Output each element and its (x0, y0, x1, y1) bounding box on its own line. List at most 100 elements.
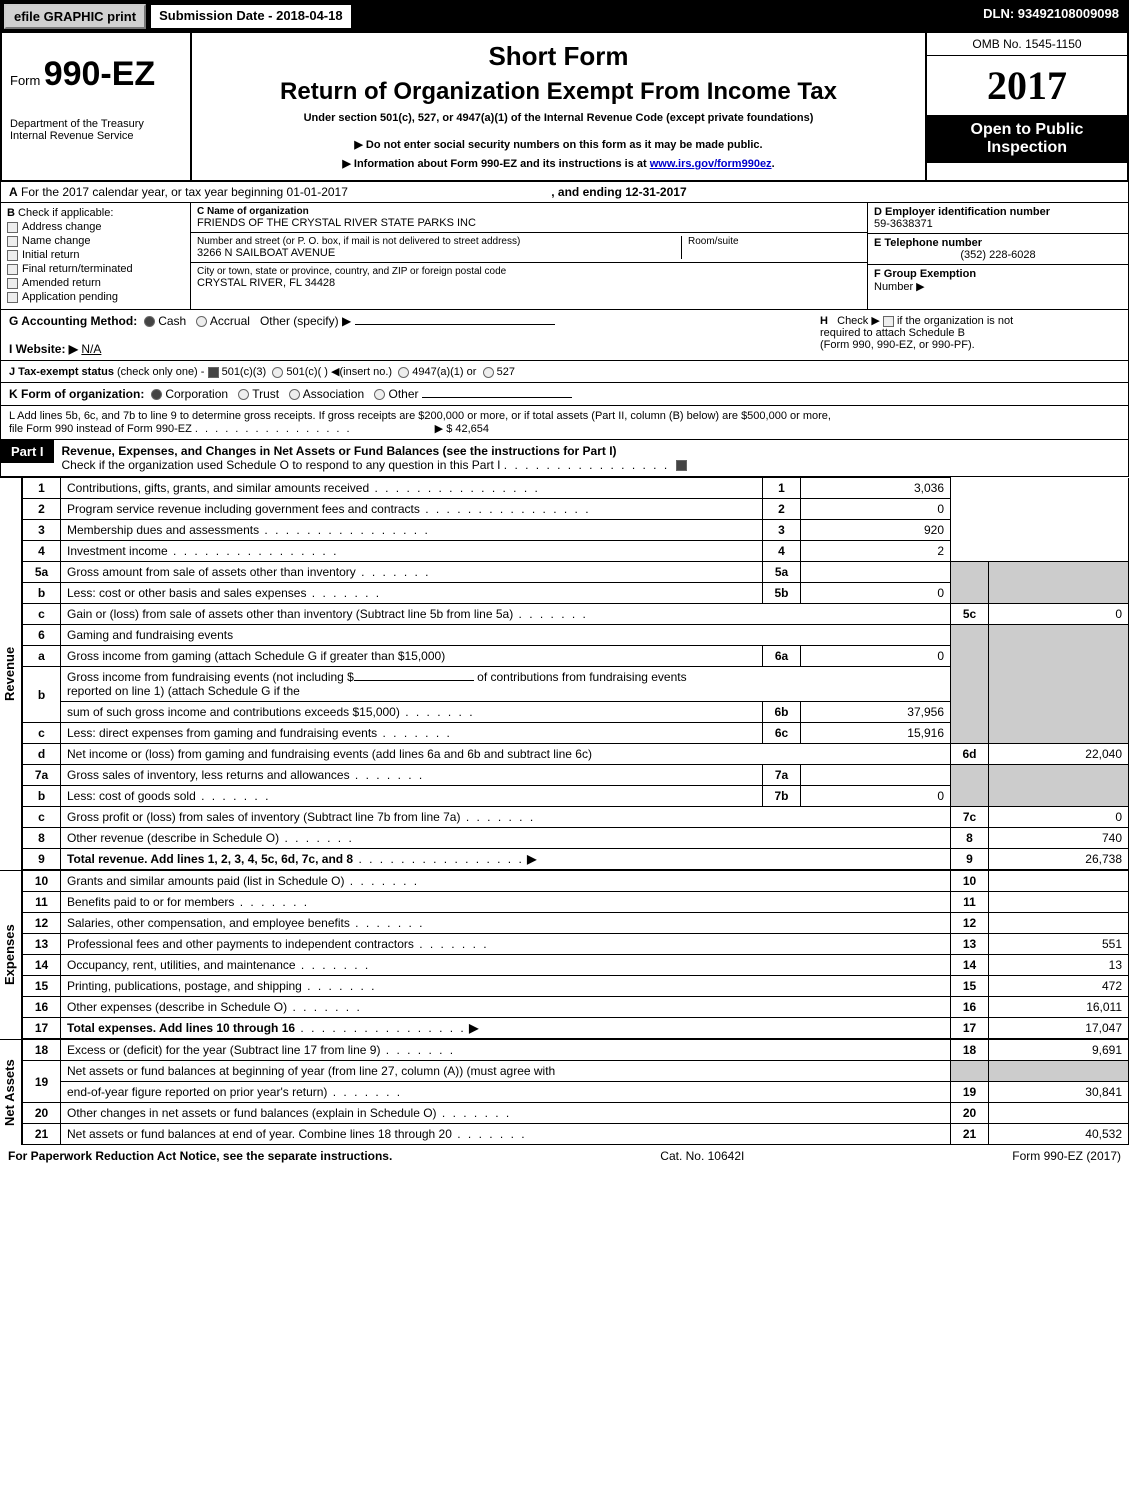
dots (259, 523, 430, 537)
phone-value: (352) 228-6028 (874, 249, 1122, 261)
table-row: 6Gaming and fundraising events (23, 625, 1129, 646)
grey-cell (951, 765, 989, 807)
line-text: of contributions from fundraising events (477, 670, 686, 684)
line-num: 4 (23, 541, 61, 562)
chk-501c3[interactable] (208, 367, 219, 378)
h-text4: (Form 990, 990-EZ, or 990-PF). (820, 339, 975, 351)
chk-schedule-o[interactable] (676, 460, 687, 471)
line-num: 18 (23, 1040, 61, 1061)
street-label: Number and street (or P. O. box, if mail… (197, 236, 681, 247)
h-label: H (820, 315, 828, 327)
chk-amended-return[interactable] (7, 278, 18, 289)
chk-initial-return[interactable] (7, 250, 18, 261)
grey-cell (989, 625, 1129, 744)
line-text: Professional fees and other payments to … (67, 937, 414, 951)
line-text: Grants and similar amounts paid (list in… (67, 874, 344, 888)
table-row: 2Program service revenue including gover… (23, 499, 1129, 520)
line-num: 8 (23, 828, 61, 849)
line-text: Less: cost or other basis and sales expe… (67, 586, 306, 600)
return-title: Return of Organization Exempt From Incom… (200, 78, 917, 106)
section-g-row: G Accounting Method: Cash Accrual Other … (0, 310, 1129, 361)
line-desc: Gross income from gaming (attach Schedul… (61, 646, 763, 667)
grey-cell (951, 1061, 989, 1082)
line-text: Membership dues and assessments (67, 523, 259, 537)
sub-num: 6b (763, 702, 801, 723)
opt-address-change: Address change (22, 221, 102, 233)
table-row: 17Total expenses. Add lines 10 through 1… (23, 1018, 1129, 1039)
line-rn: 20 (951, 1103, 989, 1124)
line-amt: 3,036 (801, 478, 951, 499)
expenses-section: Expenses 10Grants and similar amounts pa… (0, 870, 1129, 1039)
blank-line[interactable] (354, 680, 474, 681)
chk-501c[interactable] (272, 367, 283, 378)
dept-treasury: Department of the Treasury (10, 118, 182, 130)
line-num: 10 (23, 871, 61, 892)
chk-527[interactable] (483, 367, 494, 378)
ein-value: 59-3638371 (874, 218, 1122, 230)
sub-amt: 37,956 (801, 702, 951, 723)
line-amt: 0 (801, 499, 951, 520)
table-row: 12Salaries, other compensation, and empl… (23, 913, 1129, 934)
radio-corp[interactable] (151, 389, 162, 400)
chk-schedule-b[interactable] (883, 316, 894, 327)
line-num: c (23, 723, 61, 744)
arrow-icon: ▶ (527, 852, 536, 866)
line-text: Total revenue. Add lines 1, 2, 3, 4, 5c,… (67, 852, 353, 866)
street-value: 3266 N SAILBOAT AVENUE (197, 247, 681, 259)
irs-label: Internal Revenue Service (10, 130, 182, 142)
ssn-warning: ▶ Do not enter social security numbers o… (200, 138, 917, 151)
net-assets-side-label: Net Assets (0, 1039, 22, 1145)
part1-header-row: Part I Revenue, Expenses, and Changes in… (0, 440, 1129, 477)
part1-check-text: Check if the organization used Schedule … (62, 458, 501, 472)
section-a-ending: , and ending 12-31-2017 (551, 185, 686, 199)
line-amt (989, 1103, 1129, 1124)
line-rn: 19 (951, 1082, 989, 1103)
radio-cash[interactable] (144, 316, 155, 327)
dots (420, 502, 591, 516)
chk-address-change[interactable] (7, 222, 18, 233)
chk-name-change[interactable] (7, 236, 18, 247)
info-link[interactable]: www.irs.gov/form990ez (650, 158, 772, 170)
efile-print-button[interactable]: efile GRAPHIC print (4, 4, 146, 29)
other-org-line[interactable] (422, 397, 572, 398)
section-a-row: A For the 2017 calendar year, or tax yea… (0, 182, 1129, 203)
radio-accrual[interactable] (196, 316, 207, 327)
section-d-right: D Employer identification number 59-3638… (868, 203, 1128, 309)
line-num: 6 (23, 625, 61, 646)
section-b-grid: B Check if applicable: Address change Na… (0, 203, 1129, 310)
radio-other-org[interactable] (374, 389, 385, 400)
line-desc: Other expenses (describe in Schedule O) (61, 997, 951, 1018)
radio-trust[interactable] (238, 389, 249, 400)
line-text: Occupancy, rent, utilities, and maintena… (67, 958, 296, 972)
check-if-applicable: Check if applicable: (18, 207, 113, 219)
radio-assoc[interactable] (289, 389, 300, 400)
line-desc: Program service revenue including govern… (61, 499, 763, 520)
line-text: Printing, publications, postage, and shi… (67, 979, 302, 993)
opt-assoc: Association (303, 387, 364, 401)
f-label: F Group Exemption (874, 268, 976, 280)
expenses-table: 10 Grants and similar amounts paid (list … (22, 870, 1129, 1039)
l-amount: ▶ $ 42,654 (435, 423, 489, 435)
line-desc: Total revenue. Add lines 1, 2, 3, 4, 5c,… (61, 849, 951, 870)
dots (380, 1043, 455, 1057)
line-num: c (23, 604, 61, 625)
line-desc: Professional fees and other payments to … (61, 934, 951, 955)
chk-application-pending[interactable] (7, 292, 18, 303)
section-j-row: J Tax-exempt status (check only one) - 5… (0, 361, 1129, 383)
line-rn: 15 (951, 976, 989, 997)
other-specify-line[interactable] (355, 324, 555, 325)
line-desc: Other changes in net assets or fund bala… (61, 1103, 951, 1124)
line-num: b (23, 583, 61, 604)
chk-final-return[interactable] (7, 264, 18, 275)
sub-num: 6a (763, 646, 801, 667)
opt-accrual: Accrual (210, 314, 250, 328)
line-desc: end-of-year figure reported on prior yea… (61, 1082, 951, 1103)
dots (287, 1000, 362, 1014)
chk-4947[interactable] (398, 367, 409, 378)
h-check-arrow: Check ▶ (837, 315, 880, 327)
line-text: Gross amount from sale of assets other t… (67, 565, 356, 579)
line-text: Gain or (loss) from sale of assets other… (67, 607, 513, 621)
line-desc: Excess or (deficit) for the year (Subtra… (61, 1040, 951, 1061)
line-amt: 472 (989, 976, 1129, 997)
section-l-row: L Add lines 5b, 6c, and 7b to line 9 to … (0, 406, 1129, 440)
